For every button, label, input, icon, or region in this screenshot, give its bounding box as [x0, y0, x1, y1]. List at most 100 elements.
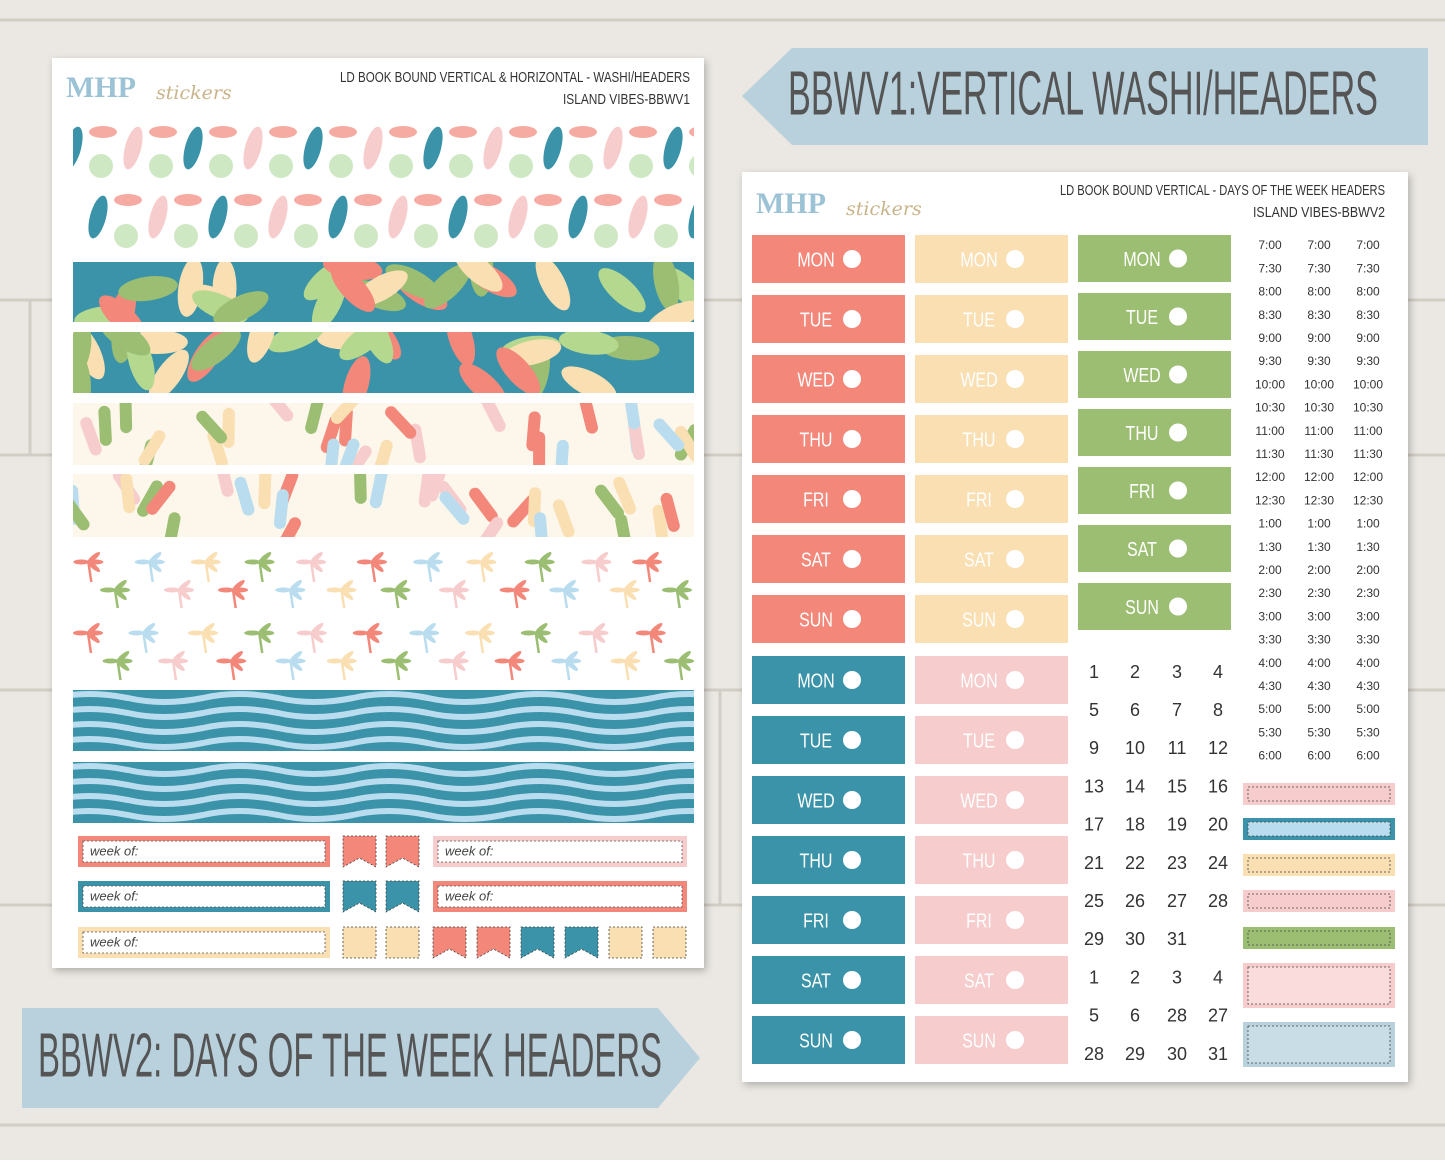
day-label: TUE: [800, 730, 832, 752]
time-label: 7:30: [1356, 261, 1380, 275]
palm-frond: [623, 589, 637, 600]
leaf-shape: [496, 347, 541, 393]
banner-bottom-text: BBWV2: DAYS OF THE WEEK HEADERS: [38, 1021, 662, 1090]
palm-trunk: [258, 561, 264, 583]
time-label: 10:00: [1255, 377, 1285, 391]
leaf-shape: [689, 127, 694, 137]
week-label-inner: [82, 885, 326, 908]
day-header: [915, 475, 1068, 523]
seahorse: [628, 195, 648, 239]
day-dot: [1169, 539, 1187, 558]
day-header: [752, 295, 905, 343]
date-number: 8: [1213, 700, 1223, 720]
date-number: 16: [1208, 776, 1228, 796]
date-number: 7: [1172, 700, 1182, 720]
week-label-inner: [82, 840, 326, 863]
time-label: 5:30: [1356, 725, 1380, 739]
palm-trunk: [142, 632, 148, 654]
date-number: 20: [1208, 815, 1228, 835]
palm-frond: [534, 632, 548, 643]
tab: [385, 926, 420, 959]
palm-frond: [381, 658, 398, 664]
time-label: 12:30: [1353, 493, 1383, 507]
palm-trunk: [422, 632, 429, 654]
coral-shape: [660, 492, 680, 532]
palm-trunk: [340, 589, 346, 608]
day-label: SAT: [801, 549, 831, 571]
leaf-shape: [389, 126, 417, 138]
palm-frond: [275, 658, 292, 664]
palm-frond: [494, 658, 511, 664]
palm-trunk: [366, 632, 372, 654]
palm-frond: [87, 561, 101, 572]
washi-strip: [73, 403, 694, 465]
day-dot: [1006, 550, 1024, 568]
day-header: [915, 295, 1068, 343]
palm-trunk: [645, 561, 652, 583]
day-header: [752, 415, 905, 463]
shell: [594, 224, 618, 248]
palm-frond: [423, 632, 436, 643]
leaf-shape: [629, 126, 657, 138]
time-label: 11:30: [1255, 447, 1284, 461]
palm-trunk: [289, 589, 295, 608]
palm-frond: [632, 559, 649, 565]
palm-frond: [610, 658, 627, 664]
time-label: 12:30: [1304, 493, 1334, 507]
day-label: MON: [960, 249, 997, 271]
coral-shape: [73, 495, 90, 531]
palm-frond: [275, 587, 292, 593]
leaf-shape: [99, 295, 146, 322]
day-dot: [1006, 430, 1024, 448]
seahorse: [603, 126, 623, 170]
day-dot: [1169, 365, 1187, 384]
coral-shape: [623, 403, 641, 430]
day-header: [1078, 235, 1231, 282]
date-number: 30: [1125, 929, 1145, 949]
coral-shape: [80, 417, 102, 456]
date-number: 28: [1084, 1044, 1104, 1064]
palm-frond: [480, 561, 494, 572]
day-header: [752, 595, 905, 643]
day-dot: [843, 911, 861, 929]
leaf-shape: [594, 194, 622, 206]
leaf-shape: [329, 126, 357, 138]
week-label-text: week of:: [90, 934, 139, 949]
time-label: 4:00: [1258, 656, 1282, 670]
day-label: MON: [797, 670, 834, 692]
date-number: 23: [1167, 853, 1187, 873]
day-dot: [843, 250, 861, 268]
day-dot: [1169, 423, 1187, 442]
leaf-shape: [359, 332, 394, 364]
date-number: 5: [1089, 700, 1099, 720]
coral-shape: [469, 487, 498, 523]
day-dot: [1006, 911, 1024, 929]
time-label: 4:30: [1356, 679, 1380, 693]
washi-bg: [73, 617, 694, 680]
leaf-shape: [646, 300, 694, 322]
date-number: 2: [1130, 967, 1140, 987]
coral-shape: [234, 476, 255, 516]
shell: [174, 224, 198, 248]
week-label-text: week of:: [90, 888, 139, 903]
week-label-inner: [437, 885, 683, 908]
wave-line: [73, 763, 694, 777]
time-label: 9:30: [1307, 354, 1331, 368]
coral-shape: [330, 403, 362, 424]
coral-shape: [579, 403, 598, 434]
coral-shape: [138, 430, 166, 465]
time-label: 2:30: [1307, 586, 1331, 600]
leaf-shape: [653, 262, 680, 312]
palm-frond: [102, 658, 119, 664]
palm-frond: [218, 587, 235, 593]
day-label: MON: [1123, 248, 1160, 270]
washi-strip: [73, 186, 694, 248]
palm-trunk: [113, 589, 119, 608]
day-dot: [1006, 310, 1024, 328]
palm-frond: [549, 587, 566, 593]
leaf-shape: [267, 332, 325, 353]
seahorse: [123, 126, 143, 170]
flag: [342, 880, 377, 913]
palm-frond: [563, 589, 576, 600]
palm-trunk: [677, 660, 684, 680]
